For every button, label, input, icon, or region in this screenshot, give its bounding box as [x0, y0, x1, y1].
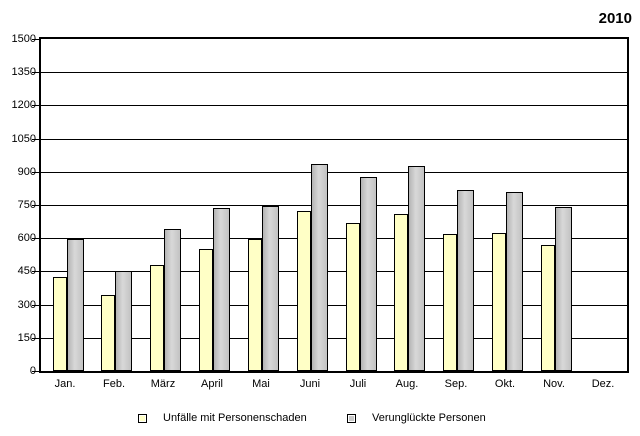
gridline-750	[41, 205, 627, 206]
bar-Feb-series2	[115, 271, 132, 371]
bar-Aug-series2	[408, 166, 425, 371]
y-axis-label-900: 900	[17, 166, 36, 178]
bar-Jan-series2	[67, 239, 84, 371]
x-axis-label-Juli: Juli	[349, 378, 367, 390]
plot-area	[39, 37, 629, 373]
x-axis-label-Juni: Juni	[299, 378, 321, 390]
y-tick-600	[32, 238, 39, 239]
y-axis-label-1500: 1500	[11, 33, 36, 45]
gridline-1350	[41, 72, 627, 73]
gridline-600	[41, 238, 627, 239]
bar-Sep-series2	[457, 190, 474, 371]
y-tick-1050	[32, 139, 39, 140]
y-tick-900	[32, 172, 39, 173]
bar-April-series1	[199, 249, 213, 371]
y-axis-label-450: 450	[17, 265, 36, 277]
x-axis-label-Jan: Jan.	[54, 378, 76, 390]
legend-label-verunglueckte: Verunglückte Personen	[372, 412, 486, 424]
gridline-300	[41, 305, 627, 306]
x-axis-label-Feb: Feb.	[102, 378, 125, 390]
bar-Juli-series1	[346, 223, 360, 371]
legend-marker-unfaelle-icon	[138, 413, 147, 423]
y-tick-450	[32, 271, 39, 272]
x-axis-label-April: April	[200, 378, 223, 390]
legend-item-unfaelle: Unfälle mit Personenschaden	[138, 412, 307, 424]
bar-Nov-series1	[541, 245, 555, 371]
y-tick-1200	[32, 105, 39, 106]
bar-Mai-series1	[248, 239, 262, 371]
y-tick-300	[32, 305, 39, 306]
bar-Sep-series1	[443, 234, 457, 371]
bar-Okt-series1	[492, 233, 506, 371]
bar-Nov-series2	[555, 207, 572, 371]
y-axis-label-750: 750	[17, 199, 36, 211]
legend-marker-verunglueckte-icon	[347, 413, 356, 423]
gridline-450	[41, 271, 627, 272]
y-tick-1350	[32, 72, 39, 73]
x-axis-label-März: März	[150, 378, 176, 390]
x-axis-label-Mai: Mai	[252, 378, 270, 390]
bar-Feb-series1	[101, 295, 115, 371]
x-axis-label-Aug: Aug.	[395, 378, 419, 390]
y-axis-label-1350: 1350	[11, 66, 36, 78]
gridline-900	[41, 172, 627, 173]
y-axis-label-0: 0	[29, 365, 36, 377]
bar-Okt-series2	[506, 192, 523, 371]
x-axis-label-Sep: Sep.	[444, 378, 468, 390]
bar-März-series1	[150, 265, 164, 371]
bar-Juni-series1	[297, 211, 311, 371]
legend-label-unfaelle: Unfälle mit Personenschaden	[163, 412, 307, 424]
x-axis-label-Okt: Okt.	[494, 378, 516, 390]
bar-Mai-series2	[262, 206, 279, 371]
x-axis-label-Dez: Dez.	[591, 378, 615, 390]
y-axis-label-150: 150	[17, 332, 36, 344]
chart-year-title: 2010	[598, 10, 632, 27]
legend: Unfälle mit Personenschaden Verunglückte…	[0, 408, 640, 432]
legend-item-verunglueckte: Verunglückte Personen	[347, 412, 486, 424]
y-axis-label-300: 300	[17, 299, 36, 311]
y-tick-1500	[32, 39, 39, 40]
bar-Juni-series2	[311, 164, 328, 371]
bar-Aug-series1	[394, 214, 408, 371]
gridline-150	[41, 338, 627, 339]
plot-inner	[41, 39, 627, 371]
y-axis-label-1200: 1200	[11, 99, 36, 111]
bar-Juli-series2	[360, 177, 377, 371]
y-tick-0	[32, 371, 39, 372]
y-tick-150	[32, 338, 39, 339]
y-axis-label-600: 600	[17, 232, 36, 244]
y-axis-label-1050: 1050	[11, 133, 36, 145]
gridline-1200	[41, 105, 627, 106]
bar-März-series2	[164, 229, 181, 371]
bar-April-series2	[213, 208, 230, 371]
x-axis-label-Nov: Nov.	[543, 378, 565, 390]
bar-Jan-series1	[53, 277, 67, 371]
y-tick-750	[32, 205, 39, 206]
gridline-1050	[41, 139, 627, 140]
